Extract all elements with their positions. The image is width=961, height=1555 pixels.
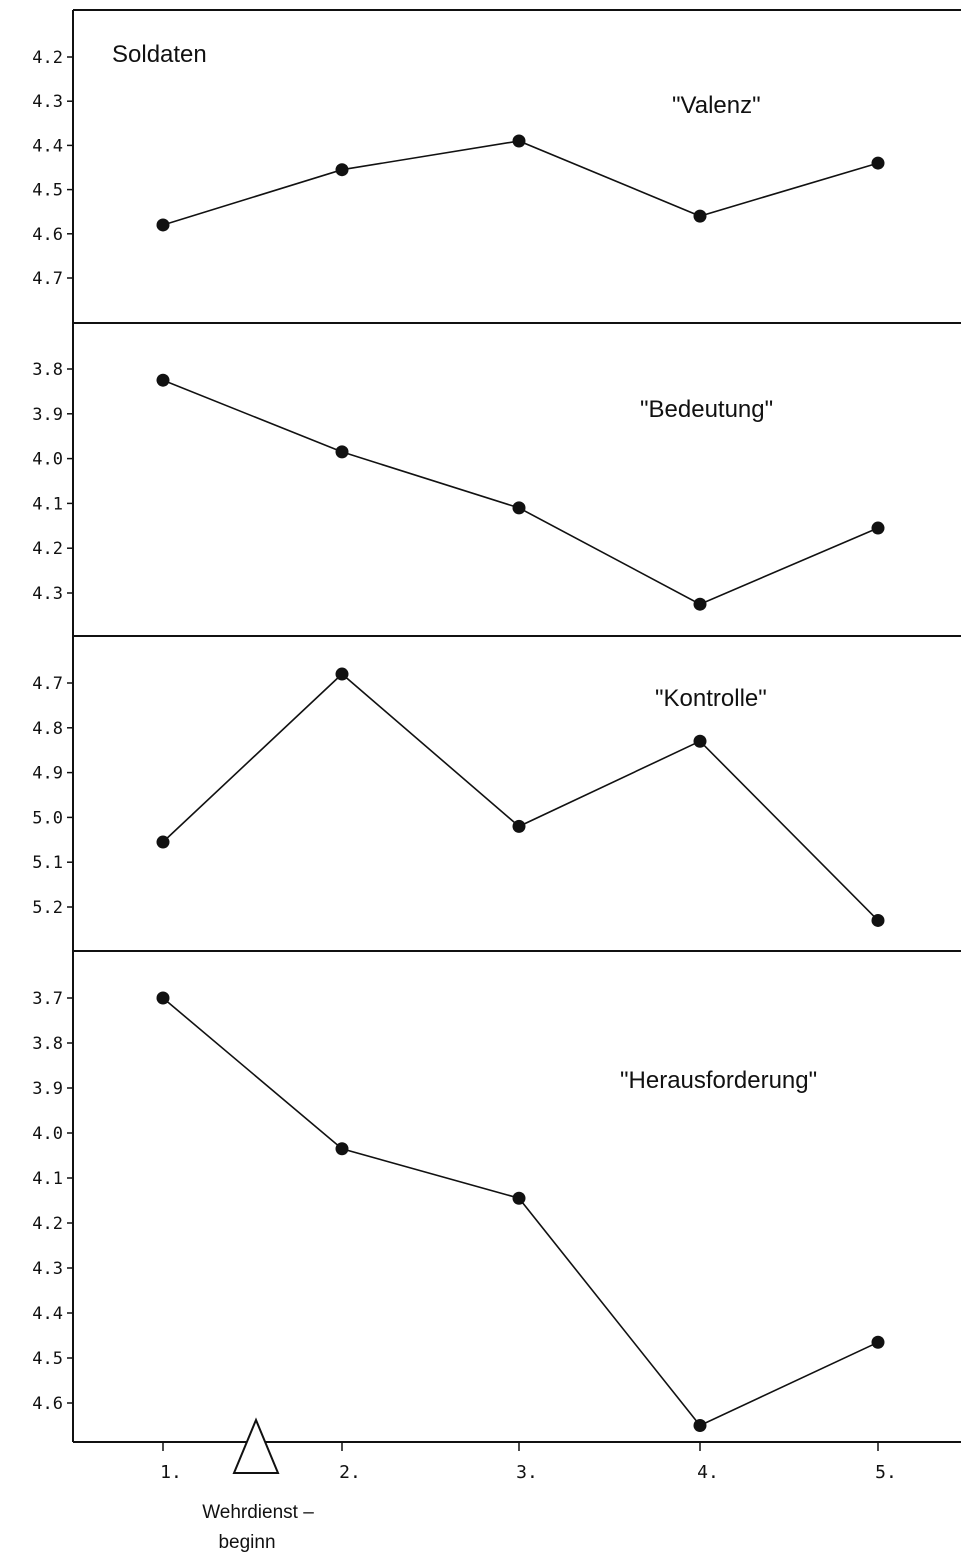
y-tick-label: 4.4 xyxy=(32,136,63,156)
y-tick-label: 4.2 xyxy=(32,1214,63,1234)
x-tick-label: 2. xyxy=(339,1462,361,1483)
y-tick-label: 4.9 xyxy=(32,764,63,784)
data-point xyxy=(693,597,707,611)
y-tick-label: 5.1 xyxy=(32,853,63,873)
series-line xyxy=(162,997,879,1427)
data-point xyxy=(871,156,885,170)
y-tick-label: 3.9 xyxy=(32,405,63,425)
y-tick-label: 4.6 xyxy=(32,225,63,245)
x-axis: 1. 2. 3. 4. 5. xyxy=(160,1442,897,1483)
y-tick-label: 4.2 xyxy=(32,539,63,559)
y-tick-label: 3.7 xyxy=(32,989,63,1009)
annotation-label-line1: Wehrdienst – xyxy=(202,1502,314,1523)
y-tick-label: 3.8 xyxy=(32,1034,63,1054)
data-point xyxy=(871,1335,885,1349)
group-label: Soldaten xyxy=(112,41,207,68)
data-point xyxy=(512,1191,526,1205)
y-tick-label: 4.1 xyxy=(32,1169,63,1189)
data-point xyxy=(871,521,885,535)
panel-2: 3.8 3.9 4.0 4.1 4.2 4.3 "Bedeutung" xyxy=(32,322,961,611)
data-point xyxy=(156,218,170,232)
y-tick-label: 4.0 xyxy=(32,1124,63,1144)
data-point xyxy=(693,734,707,748)
panel-title: "Valenz" xyxy=(672,92,761,119)
data-point xyxy=(693,209,707,223)
data-point xyxy=(156,991,170,1005)
data-point xyxy=(693,1419,707,1432)
series-line xyxy=(162,672,879,921)
y-tick-label: 4.6 xyxy=(32,1394,63,1414)
y-tick-label: 4.2 xyxy=(32,48,63,68)
data-point xyxy=(512,819,526,833)
data-point xyxy=(871,913,885,927)
y-tick-label: 4.5 xyxy=(32,181,63,201)
x-tick-label: 3. xyxy=(516,1462,538,1483)
panel-title: "Bedeutung" xyxy=(640,396,773,423)
y-tick-label: 4.0 xyxy=(32,450,63,470)
y-tick-label: 3.9 xyxy=(32,1079,63,1099)
data-point xyxy=(335,1142,349,1156)
y-tick-label: 5.0 xyxy=(32,808,63,828)
series-line xyxy=(162,140,879,226)
data-point xyxy=(512,134,526,148)
y-tick-label: 4.3 xyxy=(32,92,63,112)
service-start-annotation: Wehrdienst – beginn xyxy=(202,1417,314,1553)
y-tick-label: 4.5 xyxy=(32,1349,63,1369)
chart-panels: 4.2 4.3 4.4 4.5 4.6 4.7 "Valenz" 3.8 3.9 4.0 4.1 4.… xyxy=(32,48,961,1432)
x-tick-label: 1. xyxy=(160,1462,182,1483)
annotation-label-line2: beginn xyxy=(218,1532,275,1553)
triangle-marker-icon xyxy=(232,1417,280,1474)
data-point xyxy=(156,835,170,849)
panel-title: "Herausforderung" xyxy=(620,1067,817,1094)
data-point xyxy=(156,373,170,387)
x-tick-label: 5. xyxy=(875,1462,897,1483)
x-tick-label: 4. xyxy=(697,1462,719,1483)
data-point xyxy=(512,501,526,515)
y-tick-label: 4.3 xyxy=(32,1259,63,1279)
y-tick-label: 3.8 xyxy=(32,360,63,380)
y-tick-label: 4.8 xyxy=(32,719,63,739)
chart-frame xyxy=(72,9,961,1443)
data-point xyxy=(335,163,349,177)
y-tick-label: 4.3 xyxy=(32,584,63,604)
data-point xyxy=(335,445,349,459)
panel-title: "Kontrolle" xyxy=(655,685,767,712)
y-tick-label: 5.2 xyxy=(32,898,63,918)
y-tick-label: 4.7 xyxy=(32,269,63,289)
y-tick-label: 4.7 xyxy=(32,674,63,694)
y-tick-label: 4.4 xyxy=(32,1304,63,1324)
panel-4: 3.7 3.8 3.9 4.0 4.1 4.2 4.3 4.4 4.5 4.6 "Herausfor… xyxy=(32,950,961,1432)
y-tick-label: 4.1 xyxy=(32,494,63,514)
panel-3: 4.7 4.8 4.9 5.0 5.1 5.2 "Kontrolle" xyxy=(32,635,961,927)
data-point xyxy=(335,667,349,681)
panel-1: 4.2 4.3 4.4 4.5 4.6 4.7 "Valenz" xyxy=(32,48,885,289)
